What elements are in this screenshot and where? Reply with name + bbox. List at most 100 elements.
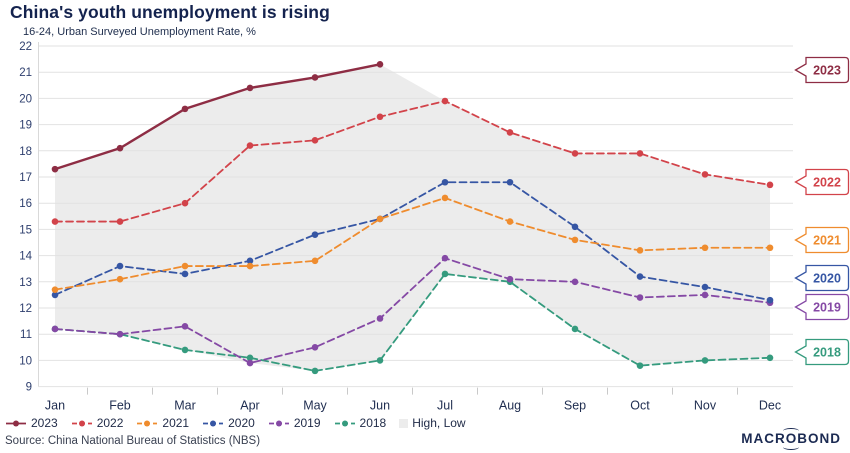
callout-label-2020: 2020	[813, 272, 841, 286]
series-marker-2018-dec	[766, 354, 774, 362]
x-axis-label-jan: Jan	[45, 399, 65, 413]
y-axis-label-13: 13	[19, 277, 32, 289]
callout-label-2019: 2019	[813, 301, 841, 315]
series-marker-2020-sep	[571, 223, 579, 231]
series-marker-2023-apr	[246, 84, 254, 92]
y-axis-label-11: 11	[20, 329, 32, 341]
callout-label-2023: 2023	[813, 64, 841, 78]
legend-item-2018: 2018	[334, 416, 386, 430]
y-axis-label-14: 14	[19, 251, 32, 263]
x-axis-label-nov: Nov	[694, 399, 717, 413]
high-low-band	[55, 64, 770, 371]
series-marker-2021-jul	[441, 194, 449, 202]
callout-box-2021	[794, 226, 850, 254]
chart-subtitle: 16-24, Urban Surveyed Unemployment Rate,…	[23, 26, 256, 38]
legend-item-2022: 2022	[71, 416, 124, 430]
series-line-2018	[54, 272, 771, 372]
series-marker-2018-jul	[441, 270, 449, 278]
series-marker-2019-jun	[376, 315, 384, 322]
legend-item-high-low: High, Low	[399, 416, 466, 430]
page-title: China's youth unemployment is rising	[10, 2, 330, 22]
chart-legend: 2023 2022 2021 2020 2019 2018 High, Low	[5, 416, 466, 430]
legend-marker-2019	[268, 420, 289, 426]
legend-item-2021: 2021	[136, 416, 189, 430]
series-line-2020	[54, 181, 771, 302]
macrobond-logo: MACROBOND	[741, 427, 841, 450]
series-marker-2020-feb	[116, 262, 124, 270]
series-line-2022	[54, 100, 771, 223]
y-axis-label-21: 21	[19, 67, 32, 79]
series-marker-2018-mar	[181, 346, 189, 354]
x-axis-label-oct: Oct	[630, 399, 650, 413]
series-marker-2023-jun	[376, 61, 384, 68]
y-axis-label-12: 12	[19, 303, 32, 315]
series-line-2021	[54, 197, 771, 291]
legend-item-2023: 2023	[5, 416, 58, 430]
series-marker-2022-nov	[701, 171, 709, 178]
series-marker-2020-aug	[506, 178, 514, 186]
callout-label-2018: 2018	[813, 346, 841, 360]
series-marker-2020-dec	[766, 296, 774, 304]
legend-item-2019: 2019	[268, 416, 321, 430]
series-marker-2018-oct	[636, 362, 644, 369]
series-marker-2021-mar	[181, 262, 189, 270]
series-marker-2019-sep	[571, 278, 579, 286]
series-marker-2020-jul	[441, 178, 449, 186]
legend-marker-2023	[6, 420, 26, 426]
x-axis-label-jun: Jun	[370, 399, 390, 413]
series-line-2019	[54, 257, 771, 364]
x-axis-label-apr: Apr	[240, 399, 259, 413]
series-marker-2020-apr	[246, 257, 254, 265]
y-axis-label-18: 18	[19, 146, 32, 158]
logo-orbit-o: O	[783, 427, 799, 450]
callout-box-2019	[794, 293, 850, 321]
series-marker-2023-may	[311, 74, 319, 81]
series-line-2023	[53, 63, 382, 171]
series-marker-2022-aug	[506, 129, 514, 136]
series-marker-2019-oct	[636, 294, 644, 301]
source-text: Source: China National Bureau of Statist…	[5, 435, 261, 447]
y-axis-label-19: 19	[19, 120, 32, 132]
x-axis-label-feb: Feb	[109, 399, 131, 413]
callout-box-2022	[794, 168, 850, 196]
series-marker-2022-may	[311, 137, 319, 144]
y-axis-label-10: 10	[19, 355, 32, 367]
series-marker-2019-apr	[246, 359, 254, 367]
series-marker-2020-mar	[181, 270, 189, 278]
series-marker-2022-apr	[246, 142, 254, 149]
x-axis-label-dec: Dec	[759, 399, 781, 413]
series-marker-2022-jan	[51, 218, 59, 225]
series-marker-2020-may	[311, 231, 319, 238]
legend-marker-2022	[71, 420, 92, 426]
series-marker-2022-mar	[181, 199, 189, 207]
series-marker-2018-nov	[701, 357, 709, 364]
legend-label-2021: 2021	[162, 416, 190, 430]
legend-marker-2018	[334, 420, 355, 426]
series-marker-2018-may	[311, 367, 319, 375]
legend-label-2019: 2019	[293, 416, 321, 430]
series-marker-2021-may	[311, 257, 319, 265]
series-marker-2019-aug	[506, 275, 514, 283]
x-axis-label-may: May	[303, 399, 327, 413]
series-marker-2022-jun	[376, 113, 384, 121]
series-marker-2021-nov	[701, 244, 709, 252]
series-marker-2018-sep	[571, 325, 579, 333]
legend-label-2020: 2020	[228, 416, 255, 430]
legend-label-2022: 2022	[96, 416, 124, 430]
y-axis-label-9: 9	[26, 382, 32, 394]
series-marker-2022-sep	[571, 150, 579, 157]
series-marker-2020-oct	[636, 273, 644, 280]
series-marker-2023-feb	[116, 144, 124, 152]
series-marker-2022-jul	[441, 97, 449, 105]
callout-box-2018	[794, 338, 850, 366]
x-axis-label-jul: Jul	[437, 399, 453, 413]
y-axis-label-22: 22	[19, 41, 32, 53]
callout-label-2021: 2021	[813, 234, 841, 248]
series-marker-2022-feb	[116, 218, 124, 225]
series-marker-2018-jun	[376, 357, 384, 364]
series-marker-2019-nov	[701, 291, 709, 299]
legend-label-high-low: High, Low	[412, 416, 466, 430]
series-marker-2021-apr	[246, 262, 254, 270]
series-marker-2023-jan	[51, 165, 59, 173]
